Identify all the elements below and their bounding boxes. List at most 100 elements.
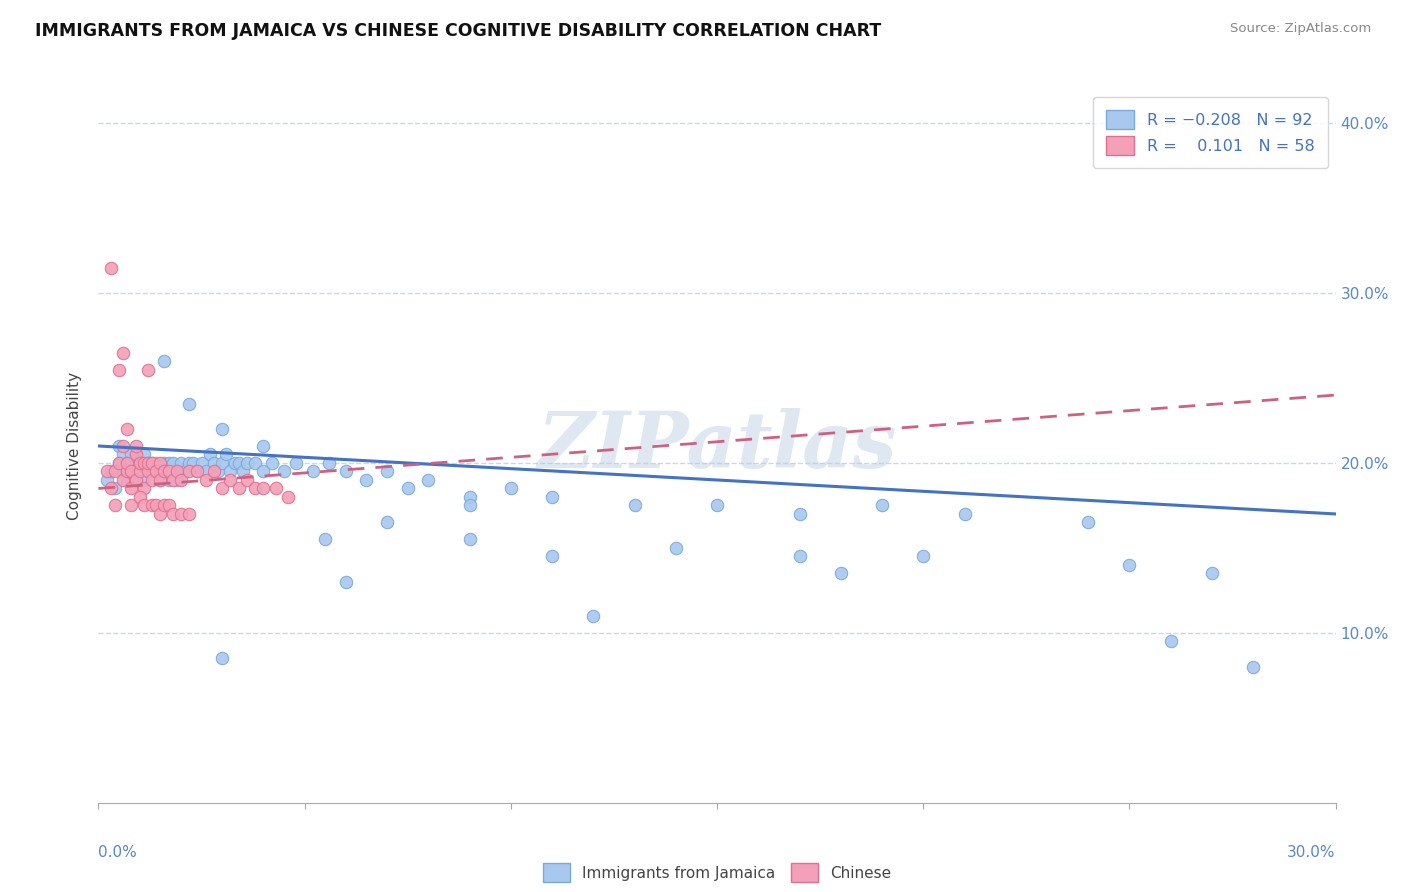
Text: Source: ZipAtlas.com: Source: ZipAtlas.com [1230, 22, 1371, 36]
Point [141, 456, 163, 470]
Point [136, 362, 159, 376]
Point [149, 456, 172, 470]
Point [149, 465, 172, 479]
Point [124, 473, 146, 487]
Point [236, 456, 259, 470]
Point [145, 465, 167, 479]
Point [335, 574, 357, 589]
Point [166, 465, 188, 479]
Point [356, 473, 378, 487]
Point [153, 354, 176, 368]
Point [623, 499, 645, 513]
Point [162, 456, 184, 470]
Point [179, 507, 201, 521]
Point [789, 507, 811, 521]
Point [170, 507, 193, 521]
Point [157, 499, 180, 513]
Point [104, 465, 127, 479]
Point [706, 499, 728, 513]
Point [117, 465, 139, 479]
Point [211, 456, 233, 470]
Point [285, 456, 308, 470]
Point [117, 456, 139, 470]
Point [953, 507, 976, 521]
Point [141, 456, 163, 470]
Point [194, 465, 217, 479]
Point [228, 482, 250, 496]
Point [104, 499, 127, 513]
Point [153, 499, 176, 513]
Point [136, 456, 159, 470]
Point [145, 465, 167, 479]
Point [136, 465, 159, 479]
Point [318, 456, 340, 470]
Point [186, 465, 208, 479]
Point [100, 260, 122, 275]
Text: IMMIGRANTS FROM JAMAICA VS CHINESE COGNITIVE DISABILITY CORRELATION CHART: IMMIGRANTS FROM JAMAICA VS CHINESE COGNI… [35, 22, 882, 40]
Point [198, 448, 221, 462]
Point [145, 456, 167, 470]
Point [870, 499, 893, 513]
Point [132, 499, 155, 513]
Point [211, 651, 233, 665]
Point [120, 482, 142, 496]
Point [1077, 516, 1099, 530]
Point [228, 456, 250, 470]
Point [149, 473, 172, 487]
Point [112, 473, 135, 487]
Point [582, 608, 605, 623]
Point [219, 473, 242, 487]
Point [179, 396, 201, 410]
Point [458, 490, 481, 504]
Point [912, 549, 935, 564]
Point [499, 482, 522, 496]
Legend: Immigrants from Jamaica, Chinese: Immigrants from Jamaica, Chinese [537, 857, 897, 888]
Point [252, 482, 274, 496]
Point [1118, 558, 1140, 572]
Point [1241, 660, 1264, 674]
Point [335, 465, 357, 479]
Point [1160, 634, 1182, 648]
Point [179, 465, 201, 479]
Point [260, 456, 283, 470]
Point [273, 465, 295, 479]
Point [153, 465, 176, 479]
Point [211, 482, 233, 496]
Point [153, 456, 176, 470]
Point [190, 456, 212, 470]
Point [132, 448, 155, 462]
Point [277, 490, 299, 504]
Point [170, 465, 193, 479]
Point [132, 482, 155, 496]
Point [124, 439, 146, 453]
Point [117, 473, 139, 487]
Point [120, 499, 142, 513]
Point [236, 473, 259, 487]
Point [120, 465, 142, 479]
Point [170, 473, 193, 487]
Point [162, 465, 184, 479]
Point [243, 482, 266, 496]
Point [112, 439, 135, 453]
Point [112, 465, 135, 479]
Point [141, 465, 163, 479]
Point [124, 473, 146, 487]
Point [108, 456, 131, 470]
Point [232, 465, 254, 479]
Point [418, 473, 440, 487]
Point [665, 541, 688, 555]
Point [117, 456, 139, 470]
Point [112, 448, 135, 462]
Point [375, 465, 398, 479]
Point [179, 456, 201, 470]
Point [174, 465, 197, 479]
Point [219, 465, 242, 479]
Point [375, 516, 398, 530]
Point [207, 465, 229, 479]
Point [243, 456, 266, 470]
Point [541, 549, 564, 564]
Point [162, 507, 184, 521]
Point [252, 439, 274, 453]
Point [202, 465, 225, 479]
Point [141, 499, 163, 513]
